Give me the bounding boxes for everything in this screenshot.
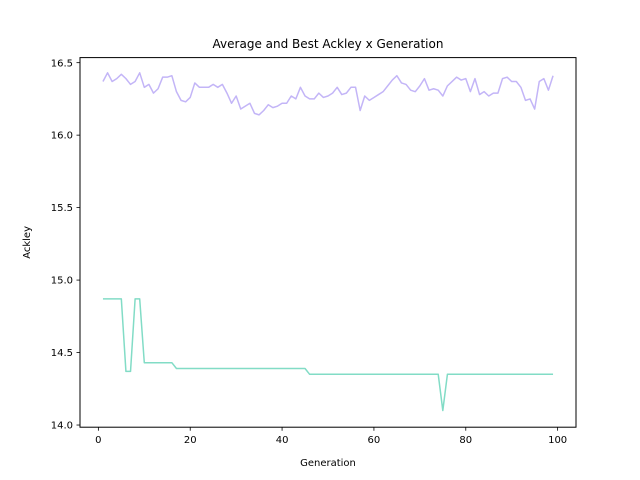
y-tick-label: 14.0 bbox=[51, 421, 73, 432]
plot-series bbox=[102, 72, 554, 412]
x-tick-label: 40 bbox=[276, 435, 289, 446]
x-axis-label: Generation bbox=[300, 458, 356, 469]
y-axis-label: Ackley bbox=[22, 226, 33, 259]
y-axis: 14.0 14.5 15.0 15.5 16.0 16.5 bbox=[51, 58, 80, 432]
chart-title: Average and Best Ackley x Generation bbox=[213, 37, 444, 51]
average-series-line bbox=[102, 72, 554, 116]
x-tick-label: 20 bbox=[184, 435, 197, 446]
x-axis: 0 20 40 60 80 100 bbox=[95, 427, 567, 446]
y-tick-label: 15.0 bbox=[51, 276, 73, 287]
x-tick-label: 60 bbox=[368, 435, 381, 446]
x-tick-label: 100 bbox=[548, 435, 567, 446]
y-tick-label: 15.5 bbox=[51, 203, 73, 214]
plot-frame bbox=[79, 57, 577, 428]
x-tick-label: 80 bbox=[459, 435, 472, 446]
best-series-line bbox=[102, 298, 554, 412]
x-tick-label: 0 bbox=[95, 435, 101, 446]
y-tick-label: 16.5 bbox=[51, 58, 73, 69]
y-tick-label: 14.5 bbox=[51, 348, 73, 359]
y-tick-label: 16.0 bbox=[51, 131, 73, 142]
